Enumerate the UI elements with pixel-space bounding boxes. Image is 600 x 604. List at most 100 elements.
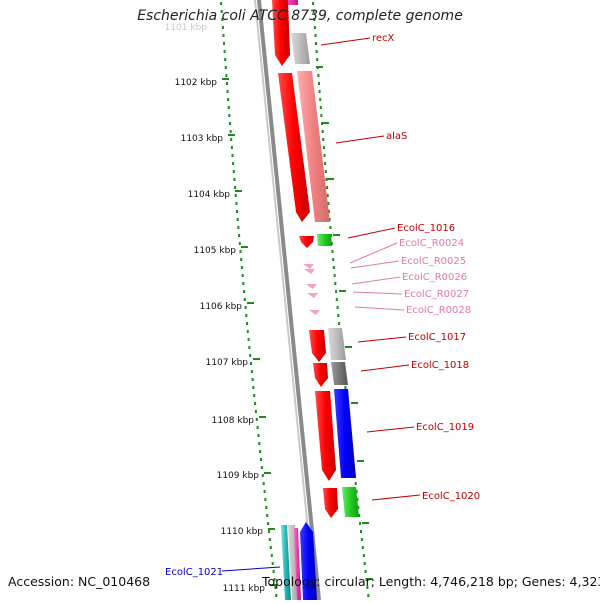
scale-outer-dot	[335, 290, 338, 293]
scale-inner-dot	[268, 538, 271, 541]
leader-r0026	[351, 276, 401, 285]
feature-label-ecolc-r0026[interactable]: EcolC_R0026	[402, 272, 467, 283]
scale-inner-dot	[246, 330, 249, 333]
scale-outer-dot	[364, 570, 367, 573]
scale-inner-dot	[247, 338, 250, 341]
scale-outer-dot	[328, 210, 330, 213]
scale-inner-dot	[221, 18, 224, 21]
scale-outer-dot	[329, 226, 332, 229]
leader-1021	[221, 566, 281, 572]
scale-inner-dot	[226, 90, 229, 93]
scale-inner-dot	[240, 266, 243, 269]
scale-inner-dot	[229, 122, 231, 125]
scale-inner-dot	[264, 498, 267, 501]
scale-inner-dot	[253, 394, 256, 397]
scale-inner-dot	[223, 42, 225, 45]
scale-inner-dot	[238, 242, 241, 245]
feature-r0024-arrow	[303, 264, 314, 269]
scale-tick	[268, 528, 275, 530]
scale-inner-dot	[240, 258, 243, 261]
feature-recx-arrow	[272, 0, 290, 66]
scale-inner-dot	[224, 58, 227, 61]
scale-outer-tick	[333, 234, 340, 236]
scale-inner-dot	[234, 194, 237, 197]
feature-top-magenta	[284, 0, 298, 5]
scale-outer-tick	[362, 522, 369, 524]
scale-inner-dot	[236, 218, 239, 221]
scale-outer-dot	[363, 562, 366, 565]
feature-label-ecolc-1020[interactable]: EcolC_1020	[422, 491, 480, 502]
feature-label-ecolc-1016[interactable]: EcolC_1016	[397, 223, 455, 234]
scale-tick	[235, 190, 242, 192]
scale-outer-dot	[360, 530, 362, 533]
scale-outer-dot	[327, 202, 330, 205]
scale-label-1103: 1103 kbp	[181, 134, 224, 144]
scale-outer-dot	[312, 2, 315, 5]
scale-inner-dot	[248, 346, 251, 349]
scale-label-1106: 1106 kbp	[200, 302, 243, 312]
scale-inner-dot	[232, 162, 235, 165]
feature-label-ecolc-r0028[interactable]: EcolC_R0028	[406, 305, 471, 316]
scale-outer-dot	[358, 514, 361, 517]
scale-inner-dot	[257, 434, 260, 437]
scale-inner-dot	[237, 226, 240, 229]
feature-label-ecolc-1019[interactable]: EcolC_1019	[416, 422, 474, 433]
scale-inner-dot	[273, 578, 276, 581]
scale-outer-dot	[324, 170, 327, 173]
scale-outer-dot	[318, 82, 320, 85]
scale-inner-dot	[250, 370, 253, 373]
scale-inner-dot	[252, 386, 255, 389]
scale-inner-dot	[230, 138, 233, 141]
scale-inner-dot	[232, 170, 235, 173]
feature-1020-red	[323, 488, 338, 518]
scale-inner-dot	[246, 322, 249, 325]
scale-outer-dot	[320, 114, 323, 117]
feature-label-ecolc-r0025[interactable]: EcolC_R0025	[401, 256, 466, 267]
leader-lines	[221, 37, 421, 572]
feature-label-alas[interactable]: alaS	[386, 131, 407, 142]
scale-label-1108: 1108 kbp	[212, 416, 255, 426]
scale-outer-dot	[367, 594, 370, 597]
scale-outer-dot	[318, 90, 321, 93]
feature-r0028-arrow	[309, 310, 320, 315]
scale-outer-dot	[319, 98, 322, 101]
scale-outer-dot	[332, 266, 335, 269]
scale-inner-dot	[236, 210, 238, 213]
feature-recx-gray	[291, 33, 310, 64]
leader-1016	[347, 227, 396, 239]
scale-inner-dot	[227, 106, 230, 109]
leader-1019	[366, 426, 415, 433]
scale-inner-dot	[254, 402, 257, 405]
feature-r0025-arrow	[304, 269, 315, 274]
feature-alas-pink	[297, 71, 330, 222]
scale-inner-dot	[234, 186, 237, 189]
scale-inner-dot	[229, 130, 232, 133]
feature-label-ecolc-1017[interactable]: EcolC_1017	[408, 332, 466, 343]
scale-inner-dot	[256, 426, 259, 429]
scale-inner-dot	[265, 506, 268, 509]
scale-outer-dot	[315, 42, 317, 45]
feature-label-recx[interactable]: recX	[372, 33, 395, 44]
backbone	[257, 0, 321, 600]
scale-outer-dot	[324, 162, 327, 165]
scale-inner-dot	[239, 250, 242, 253]
leader-r0024	[349, 242, 398, 264]
scale-inner-dot	[238, 234, 241, 237]
scale-inner-dot	[230, 146, 233, 149]
leader-1018	[360, 364, 410, 372]
scale-outer-dot	[335, 298, 338, 301]
feature-label-ecolc-1018[interactable]: EcolC_1018	[411, 360, 469, 371]
scale-inner-dot	[274, 586, 277, 589]
feature-1021-blue	[300, 522, 317, 600]
scale-inner-dot	[272, 570, 275, 573]
feature-label-ecolc-r0024[interactable]: EcolC_R0024	[399, 238, 464, 249]
scale-outer-tick	[351, 402, 358, 404]
scale-outer-dot	[333, 274, 336, 277]
scale-inner-dot	[263, 490, 266, 493]
scale-inner-dot	[244, 306, 247, 309]
feature-label-ecolc-r0027[interactable]: EcolC_R0027	[404, 289, 469, 300]
scale-label-1101: 1101 kbp	[165, 23, 208, 33]
feature-label-ecolc-1021[interactable]: EcolC_1021	[165, 567, 223, 578]
